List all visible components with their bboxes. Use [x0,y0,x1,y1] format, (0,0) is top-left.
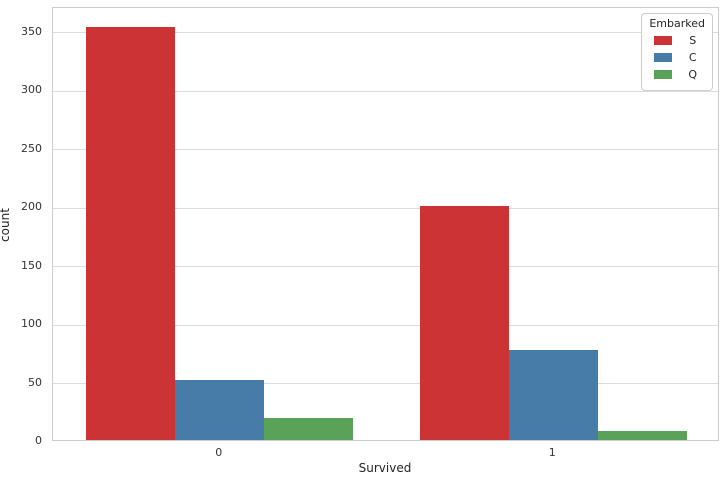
legend-item-Q: Q [649,68,705,81]
bar-0-C [175,380,265,440]
legend-item-S: S [649,34,705,47]
y-tick-label-350: 350 [21,24,42,38]
legend-label-Q: Q [688,68,698,81]
gridline-y-200 [53,207,718,209]
legend-title: Embarked [649,17,705,30]
y-tick-label-300: 300 [21,83,42,97]
bar-1-Q [597,430,687,440]
legend-swatch-C [654,53,673,62]
legend-swatch-S [654,36,673,45]
y-tick-label-0: 0 [35,434,42,447]
bar-1-S [419,206,509,440]
bar-1-C [508,349,598,440]
y-tick-label-250: 250 [21,141,42,155]
legend-label-C: C [688,51,697,64]
gridline-y-250 [53,149,718,151]
gridline-y-350 [53,32,718,34]
legend-swatch-Q [654,70,673,79]
gridline-y-150 [53,266,718,268]
bar-0-S [86,27,176,440]
y-tick-label-200: 200 [21,200,42,214]
gridline-y-300 [53,90,718,92]
y-tick-label-150: 150 [21,258,42,272]
gridline-y-100 [53,324,718,326]
y-tick-label-50: 50 [28,375,42,389]
legend-item-C: C [649,51,705,64]
x-axis-label: Survived [358,461,412,475]
x-tick-label-1: 1 [548,446,556,459]
bar-0-Q [264,417,354,440]
y-axis-label: count [0,208,12,242]
y-tick-label-100: 100 [21,317,42,331]
legend-label-S: S [689,34,697,47]
x-tick-label-0: 0 [215,446,223,459]
gridline-y-50 [53,383,718,384]
